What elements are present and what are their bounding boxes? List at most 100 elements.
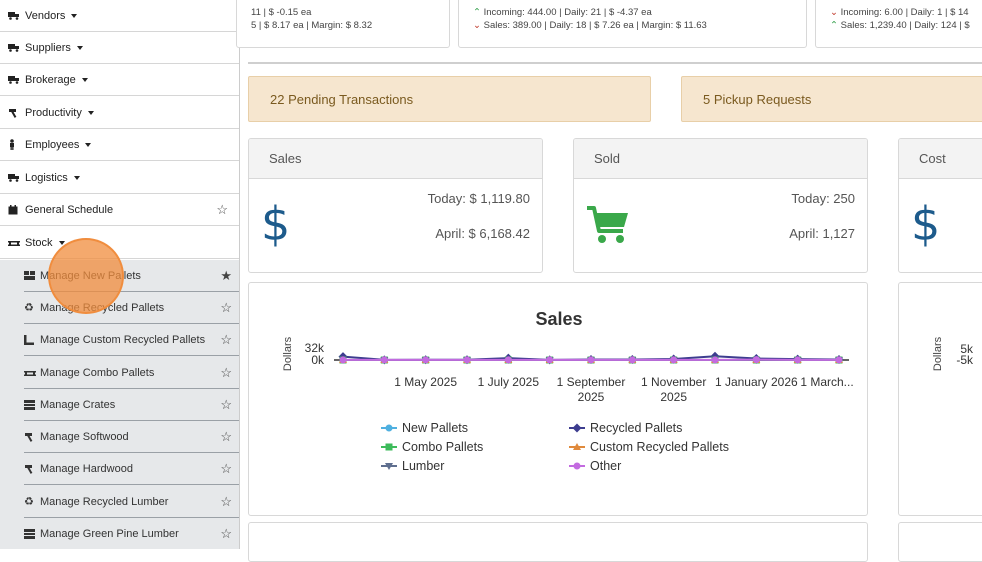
caret-down-icon — [82, 78, 88, 82]
star-outline-icon[interactable]: ☆ — [220, 494, 232, 510]
caret-down-icon — [77, 46, 83, 50]
y-axis-label: Dollars — [932, 336, 944, 371]
sidebar-item-label: Vendors — [25, 10, 65, 22]
sidebar-item-label: General Schedule — [25, 204, 113, 216]
dollar-icon: $ — [911, 197, 940, 251]
sidebar-item-label: Productivity — [25, 107, 82, 119]
submenu-item-green-pine-lumber[interactable]: Manage Green Pine Lumber ☆ — [24, 518, 240, 549]
submenu-item-label: Manage Green Pine Lumber — [40, 528, 179, 540]
sold-month: April: 1,127 — [789, 226, 855, 241]
data-point — [505, 356, 512, 363]
x-tick-label: 1 March... — [800, 375, 853, 389]
truck-icon — [8, 173, 22, 182]
stock-card-1: 11 | $ -0.15 ea 5 | $ 8.17 ea | Margin: … — [236, 0, 450, 48]
sidebar-item-vendors[interactable]: Vendors — [0, 0, 240, 32]
caret-down-icon — [85, 143, 91, 147]
legend-label: New Pallets — [402, 421, 468, 435]
submenu-item-label: Manage Crates — [40, 399, 115, 411]
pallet-icon — [24, 369, 38, 377]
star-filled-icon[interactable]: ★ — [220, 268, 232, 284]
hammer-icon — [24, 464, 38, 474]
stock-card-line: Incoming: 6.00 | Daily: 1 | $ 14 — [841, 7, 969, 18]
boxes-icon — [24, 271, 38, 281]
dollar-icon: $ — [261, 197, 290, 251]
x-tick-label: 1 January 2026 — [715, 375, 798, 389]
stock-card-line: Sales: 389.00 | Daily: 18 | $ 7.26 ea | … — [484, 20, 707, 31]
stock-submenu: Manage New Pallets ★ ♻ Manage Recycled P… — [0, 260, 240, 549]
pallet-icon — [8, 239, 22, 247]
data-point — [381, 356, 388, 363]
recycle-icon: ♻ — [24, 301, 38, 314]
sidebar-item-brokerage[interactable]: Brokerage — [0, 64, 240, 96]
cost-card: Cost $ — [898, 138, 982, 273]
submenu-item-hardwood[interactable]: Manage Hardwood ☆ — [24, 453, 240, 485]
star-outline-icon[interactable]: ☆ — [220, 397, 232, 413]
sidebar-item-productivity[interactable]: Productivity — [0, 97, 240, 129]
sold-card: Sold Today: 250 April: 1,127 — [573, 138, 868, 273]
calendar-icon — [8, 205, 22, 215]
data-point — [464, 356, 471, 363]
star-outline-icon[interactable]: ☆ — [220, 332, 232, 348]
stock-card-line: 5 | $ 8.17 ea | Margin: $ 8.32 — [251, 20, 372, 31]
chevron-up-icon: ⌃ — [830, 20, 838, 31]
click-cursor-indicator — [48, 238, 124, 314]
hammer-icon — [24, 432, 38, 442]
star-outline-icon[interactable]: ☆ — [220, 300, 232, 316]
stock-card-2: ⌃ Incoming: 444.00 | Daily: 21 | $ -4.37… — [458, 0, 807, 48]
pickup-requests-banner[interactable]: 5 Pickup Requests — [681, 76, 982, 122]
legend-marker — [386, 444, 393, 451]
sales-card-title: Sales — [249, 139, 542, 179]
chart-title: Sales — [535, 309, 582, 329]
sidebar-item-label: Stock — [25, 237, 53, 249]
x-tick-label: 1 July 2025 — [478, 375, 540, 389]
pending-transactions-banner[interactable]: 22 Pending Transactions — [248, 76, 651, 122]
legend-marker — [573, 424, 582, 433]
star-outline-icon[interactable]: ☆ — [220, 365, 232, 381]
legend-label: Lumber — [402, 459, 444, 473]
data-point — [422, 356, 429, 363]
submenu-item-label: Manage Combo Pallets — [40, 367, 154, 379]
sales-month: April: $ 6,168.42 — [435, 226, 530, 241]
shopping-cart-icon — [586, 205, 630, 250]
submenu-item-label: Manage Recycled Lumber — [40, 496, 168, 508]
submenu-item-crates[interactable]: Manage Crates ☆ — [24, 389, 240, 421]
y-tick-label: -5k — [956, 353, 974, 367]
caret-down-icon — [74, 176, 80, 180]
sidebar-item-general-schedule[interactable]: General Schedule ☆ — [0, 194, 240, 226]
star-outline-icon[interactable]: ☆ — [220, 429, 232, 445]
pickup-requests-text: 5 Pickup Requests — [703, 92, 811, 107]
sidebar-item-stock[interactable]: Stock — [0, 227, 240, 259]
legend-marker — [386, 425, 393, 432]
submenu-item-recycled-lumber[interactable]: ♻ Manage Recycled Lumber ☆ — [24, 486, 240, 518]
sold-today: Today: 250 — [791, 191, 855, 206]
star-outline-icon[interactable]: ☆ — [220, 526, 232, 542]
submenu-item-label: Manage Softwood — [40, 431, 129, 443]
submenu-item-combo-pallets[interactable]: Manage Combo Pallets ☆ — [24, 357, 240, 389]
sales-today: Today: $ 1,119.80 — [428, 191, 530, 206]
cost-card-title: Cost — [899, 139, 982, 179]
recycle-icon: ♻ — [24, 495, 38, 508]
sidebar-item-suppliers[interactable]: Suppliers — [0, 32, 240, 64]
submenu-item-softwood[interactable]: Manage Softwood ☆ — [24, 421, 240, 453]
sidebar-item-logistics[interactable]: Logistics — [0, 162, 240, 194]
star-outline-icon[interactable]: ☆ — [220, 461, 232, 477]
sidebar-item-employees[interactable]: Employees — [0, 129, 240, 161]
stock-card-line: Sales: 1,239.40 | Daily: 124 | $ — [841, 20, 970, 31]
submenu-item-custom-recycled-pallets[interactable]: Manage Custom Recycled Pallets ☆ — [24, 324, 240, 356]
crate-icon — [24, 400, 38, 410]
star-outline-icon[interactable]: ☆ — [216, 202, 228, 218]
submenu-item-label: Manage Custom Recycled Pallets — [40, 334, 205, 346]
legend-label: Combo Pallets — [402, 440, 483, 454]
data-point — [629, 356, 636, 363]
hammer-icon — [8, 108, 22, 118]
caret-down-icon — [88, 111, 94, 115]
truck-icon — [8, 43, 22, 52]
chevron-up-icon: ⌃ — [473, 7, 481, 18]
sales-card: Sales $ Today: $ 1,119.80 April: $ 6,168… — [248, 138, 543, 273]
section-divider — [248, 62, 982, 64]
